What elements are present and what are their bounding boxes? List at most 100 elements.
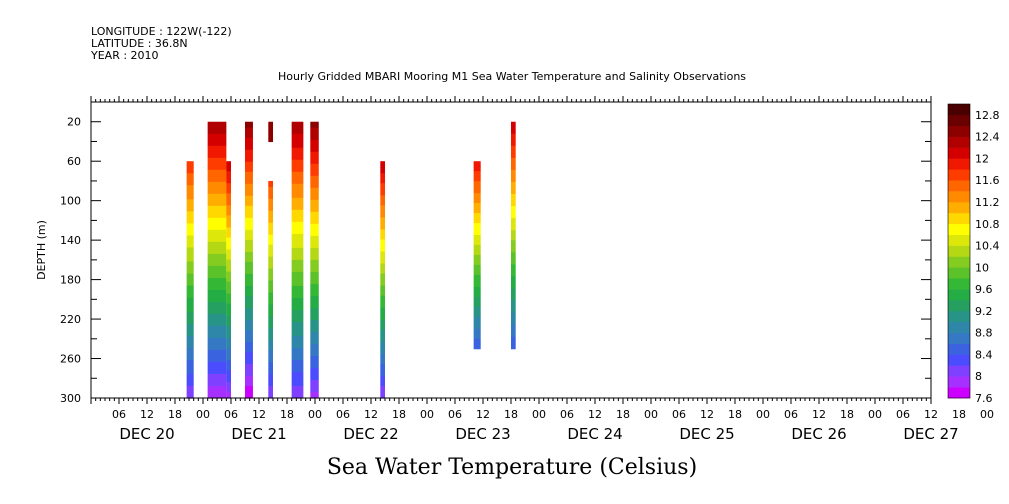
data-cell bbox=[380, 357, 385, 361]
data-cell bbox=[245, 311, 253, 315]
data-cell bbox=[511, 194, 516, 197]
data-cell bbox=[207, 375, 227, 379]
data-cell bbox=[310, 347, 319, 351]
data-cell bbox=[473, 163, 481, 166]
data-cell bbox=[226, 223, 231, 227]
data-cell bbox=[268, 121, 273, 125]
data-cell bbox=[245, 127, 253, 131]
data-cell bbox=[268, 342, 273, 345]
data-cell bbox=[245, 231, 253, 235]
data-cell bbox=[473, 322, 481, 326]
data-cell bbox=[245, 361, 253, 365]
data-cell bbox=[291, 201, 304, 205]
data-cell bbox=[380, 393, 385, 397]
data-cell bbox=[207, 369, 227, 373]
data-cell bbox=[268, 131, 273, 135]
data-cell bbox=[511, 171, 516, 175]
x-axis-labels: 06 12 18 00 06 12 18 00 06 12 18 00 06 12 18 00 06 12 18 00… bbox=[112, 408, 994, 443]
colorbar-swatch bbox=[948, 387, 970, 399]
data-cell bbox=[291, 323, 304, 327]
data-cell bbox=[268, 314, 273, 317]
data-cell bbox=[291, 251, 304, 255]
data-cell bbox=[291, 123, 304, 127]
colorbar-swatch bbox=[948, 191, 970, 203]
data-cell bbox=[226, 235, 231, 239]
data-cell bbox=[473, 165, 481, 168]
data-cell bbox=[207, 249, 227, 253]
data-cell bbox=[291, 355, 304, 359]
data-cell bbox=[380, 341, 385, 345]
data-cell bbox=[473, 215, 481, 218]
data-cell bbox=[268, 396, 273, 399]
data-cell bbox=[511, 165, 516, 169]
data-cell bbox=[186, 251, 194, 255]
x-hour-label: 18 bbox=[952, 408, 966, 421]
data-cell bbox=[226, 225, 231, 229]
data-cell bbox=[380, 383, 385, 387]
data-cell bbox=[186, 213, 194, 216]
data-cell bbox=[511, 340, 516, 344]
data-cell bbox=[310, 195, 319, 199]
data-cell bbox=[226, 251, 231, 255]
data-cell bbox=[226, 335, 231, 339]
data-cell bbox=[226, 185, 231, 188]
data-cell bbox=[291, 177, 304, 181]
data-cell bbox=[473, 290, 481, 294]
data-cell bbox=[207, 151, 227, 155]
colorbar-label: 11.6 bbox=[975, 174, 1000, 187]
data-cell bbox=[226, 381, 231, 385]
data-cell bbox=[186, 377, 194, 381]
data-cell bbox=[380, 377, 385, 381]
x-day-label: DEC 20 bbox=[119, 425, 174, 443]
x-hour-label: 12 bbox=[476, 408, 490, 421]
data-cell bbox=[226, 291, 231, 295]
data-cell bbox=[207, 337, 227, 341]
data-cell bbox=[511, 141, 516, 145]
data-cell bbox=[291, 223, 304, 227]
data-cell bbox=[207, 271, 227, 275]
data-cell bbox=[511, 316, 516, 320]
data-cell bbox=[207, 197, 227, 201]
data-cell bbox=[310, 335, 319, 339]
data-cell bbox=[380, 185, 385, 188]
data-cell bbox=[268, 350, 273, 353]
data-cell bbox=[226, 295, 231, 299]
data-cell bbox=[310, 309, 319, 313]
data-cell bbox=[226, 201, 231, 204]
data-cell bbox=[268, 212, 273, 216]
data-cell bbox=[291, 155, 304, 159]
data-cell bbox=[268, 370, 273, 373]
data-cell bbox=[207, 289, 227, 293]
data-cell bbox=[245, 267, 253, 271]
data-cell bbox=[473, 276, 481, 280]
data-cell bbox=[380, 219, 385, 223]
data-cell bbox=[291, 353, 304, 357]
data-cell bbox=[291, 211, 304, 215]
data-cell bbox=[207, 231, 227, 235]
data-column bbox=[268, 121, 273, 143]
data-cell bbox=[226, 199, 231, 202]
data-cell bbox=[207, 167, 227, 171]
data-cell bbox=[291, 381, 304, 385]
data-cell bbox=[186, 239, 194, 243]
data-cell bbox=[291, 394, 304, 397]
data-cell bbox=[511, 256, 516, 259]
data-cell bbox=[291, 291, 304, 295]
colorbar-swatch bbox=[948, 125, 970, 137]
data-cell bbox=[291, 141, 304, 145]
data-cell bbox=[226, 217, 231, 220]
data-cell bbox=[186, 329, 194, 333]
data-cell bbox=[245, 169, 253, 173]
data-cell bbox=[268, 356, 273, 359]
data-cell bbox=[268, 129, 273, 133]
data-cell bbox=[310, 129, 319, 133]
data-cell bbox=[473, 221, 481, 224]
data-cell bbox=[226, 377, 231, 381]
data-cell bbox=[310, 143, 319, 147]
data-cell bbox=[380, 389, 385, 393]
data-cell bbox=[473, 328, 481, 332]
data-cell bbox=[380, 193, 385, 196]
data-cell bbox=[473, 270, 481, 274]
data-cell bbox=[226, 307, 231, 311]
data-cell bbox=[226, 227, 231, 231]
